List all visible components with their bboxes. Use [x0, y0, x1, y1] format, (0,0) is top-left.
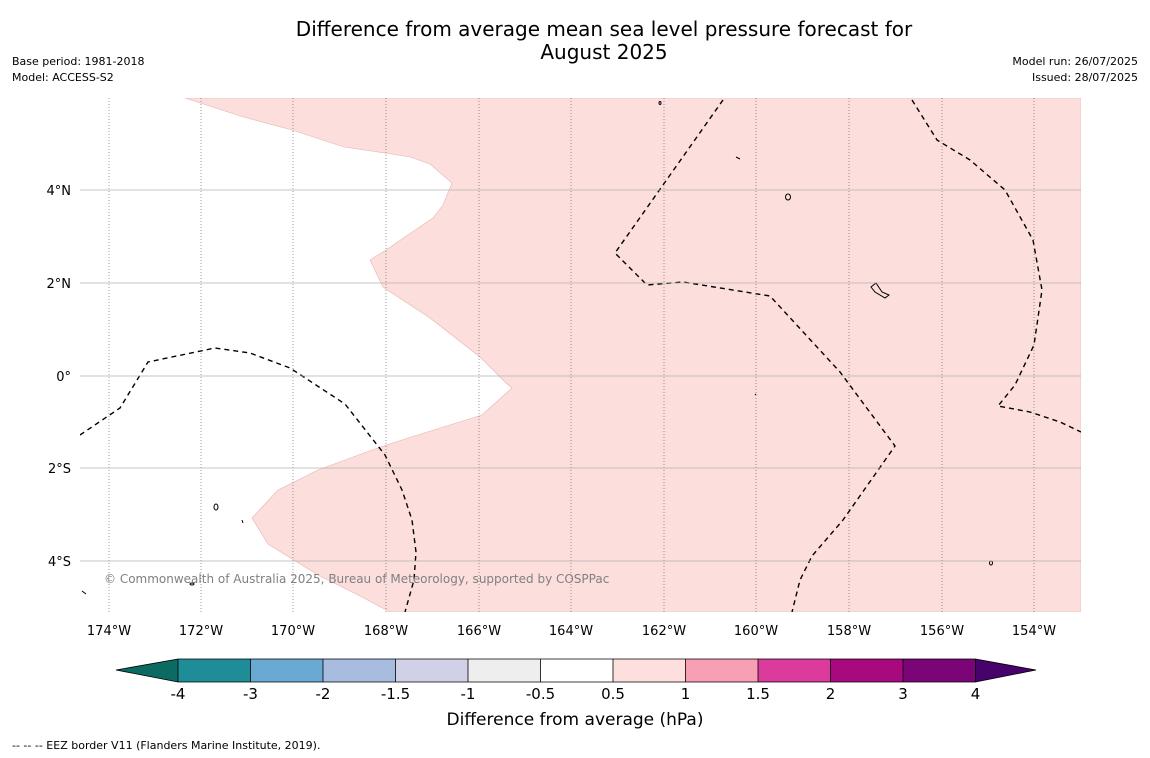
lon-label-9: 156°W [920, 624, 964, 639]
colorbar-tick-1: -3 [243, 685, 258, 703]
colorbar-tick-11: 4 [971, 685, 981, 703]
colorbar-tick-7: 1 [681, 685, 691, 703]
colorbar-tick-9: 2 [826, 685, 836, 703]
colorbar-segment-6 [540, 659, 613, 682]
colorbar-tick-8: 1.5 [746, 685, 770, 703]
lon-label-0: 174°W [87, 624, 131, 639]
lat-label-1: 2°N [47, 277, 72, 292]
eez-border-central [614, 99, 896, 612]
lon-label-1: 172°W [179, 624, 223, 639]
lat-label-3: 2°S [48, 462, 71, 477]
lon-label-2: 170°W [271, 624, 315, 639]
colorbar-segment-9 [758, 659, 831, 682]
eez-source-note: -- -- -- EEZ border V11 (Flanders Marine… [12, 739, 321, 752]
latitude-labels: 4°N 2°N 0° 2°S 4°S [47, 184, 72, 570]
island-10 [81, 590, 87, 595]
title-line-1: Difference from average mean sea level p… [295, 17, 913, 41]
positive-anomaly-region [184, 98, 1081, 612]
colorbar-extend-low [116, 659, 178, 682]
base-period-text: Base period: 1981-2018 [12, 55, 145, 68]
meta-left: Base period: 1981-2018 Model: ACCESS-S2 [12, 54, 144, 86]
colorbar-tick-10: 3 [898, 685, 908, 703]
colorbar-dividers [177, 659, 976, 682]
lon-label-7: 160°W [734, 624, 778, 639]
map-title: Difference from average mean sea level p… [0, 18, 1150, 64]
colorbar-label: Difference from average (hPa) [447, 710, 704, 730]
model-run-text: Model run: 26/07/2025 [1012, 55, 1138, 68]
colorbar-tick-labels: -4 -3 -2 -1.5 -1 -0.5 0.5 1 1.5 2 3 4 [171, 685, 981, 703]
issued-text: Issued: 28/07/2025 [1031, 71, 1138, 84]
colorbar-segment-10 [830, 659, 903, 682]
graticule-parallels [80, 189, 1081, 562]
lat-label-2: 0° [56, 370, 71, 385]
lon-label-8: 158°W [827, 624, 871, 639]
colorbar: -4 -3 -2 -1.5 -1 -0.5 0.5 1 1.5 2 3 4 Di… [115, 658, 1037, 730]
model-text: Model: ACCESS-S2 [12, 71, 114, 84]
lon-label-6: 162°W [642, 624, 686, 639]
colorbar-segment-11 [903, 659, 976, 682]
colorbar-tick-2: -2 [316, 685, 331, 703]
colorbar-tick-4: -1 [461, 685, 476, 703]
lon-label-5: 164°W [549, 624, 593, 639]
colorbar-tick-3: -1.5 [381, 685, 410, 703]
colorbar-segment-5 [468, 659, 541, 682]
colorbar-segment-3 [323, 659, 396, 682]
island-2 [735, 156, 741, 160]
lat-label-0: 4°N [47, 184, 72, 199]
lat-label-4: 4°S [48, 555, 71, 570]
meta-right: Model run: 26/07/2025 Issued: 28/07/2025 [1012, 54, 1138, 86]
colorbar-segment-4 [395, 659, 468, 682]
colorbar-tick-0: -4 [171, 685, 186, 703]
colorbar-segment-1 [178, 659, 251, 682]
colorbar-tick-5: -0.5 [526, 685, 555, 703]
colorbar-outline [115, 658, 1037, 683]
island-1 [658, 101, 662, 105]
colorbar-extend-high [975, 659, 1036, 682]
lon-label-4: 166°W [457, 624, 501, 639]
colorbar-tick-6: 0.5 [601, 685, 625, 703]
colorbar-segment-2 [250, 659, 323, 682]
lon-label-10: 154°W [1012, 624, 1056, 639]
title-line-2: August 2025 [540, 40, 668, 64]
map-area: © Commonwealth of Australia 2025, Bureau… [80, 98, 1081, 612]
island-7 [241, 519, 244, 524]
island-3 [785, 193, 791, 201]
island-5 [754, 393, 757, 396]
longitude-labels: 174°W 172°W 170°W 168°W 166°W 164°W 162°… [87, 624, 1056, 639]
eez-border-west [80, 347, 417, 612]
copyright-notice: © Commonwealth of Australia 2025, Bureau… [104, 572, 609, 586]
eez-borders [80, 99, 1081, 612]
island-8 [189, 582, 195, 586]
colorbar-segment-8 [685, 659, 758, 682]
lon-label-3: 168°W [364, 624, 408, 639]
colorbar-segment-7 [613, 659, 686, 682]
island-6 [213, 503, 219, 511]
